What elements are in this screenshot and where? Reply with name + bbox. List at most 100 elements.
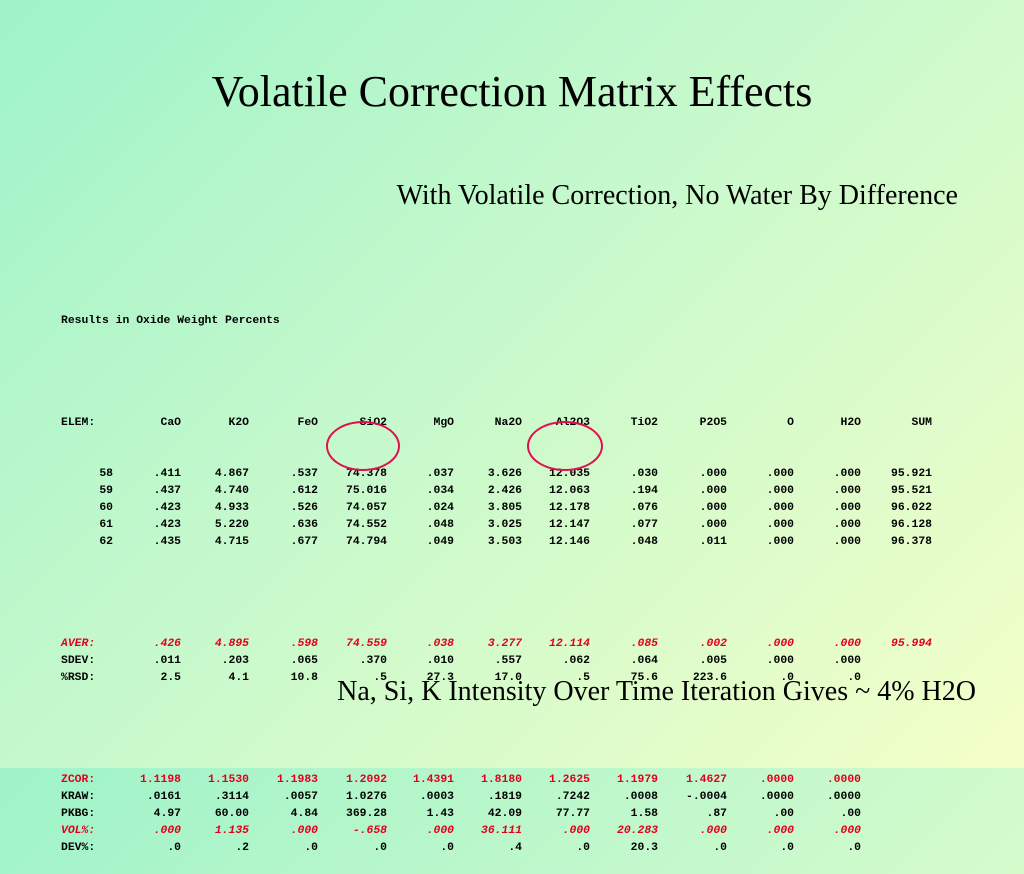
cell-k2o: 4.895 [214, 638, 249, 650]
cell-h2o: .0 [847, 842, 861, 854]
row-label: SDEV: [61, 655, 96, 667]
cell-feo: .000 [290, 825, 318, 837]
cell-o: .000 [766, 502, 794, 514]
cell-tio2: .048 [630, 536, 658, 548]
cell-na2o: 2.426 [487, 485, 522, 497]
cell-mgo: .034 [426, 485, 454, 497]
column-header-tio2: TiO2 [630, 417, 658, 429]
row-label: DEV%: [61, 842, 96, 854]
stat-row-sdev: SDEV: .011 .203 .065 .370 .010 .557 .062 .064 .00… [61, 653, 932, 670]
cell-k2o: 5.220 [214, 519, 249, 531]
cell-p2o5: .005 [699, 655, 727, 667]
cell-sio2: 74.794 [345, 536, 387, 548]
cell-al2o3: 12.035 [548, 468, 590, 480]
cell-na2o: .557 [494, 655, 522, 667]
row-label: ZCOR: [61, 774, 96, 786]
cell-p2o5: .000 [699, 825, 727, 837]
cell-h2o: .0000 [826, 774, 861, 786]
cell-cao: .0161 [146, 791, 181, 803]
cell-na2o: .4 [508, 842, 522, 854]
cell-na2o: 3.503 [487, 536, 522, 548]
cell-k2o: .3114 [214, 791, 249, 803]
cell-al2o3: .000 [562, 825, 590, 837]
factor-row-pkbg: PKBG: 4.97 60.00 4.84 369.28 1.43 42.09 77.77 1.… [61, 806, 932, 823]
cell-tio2: 1.1979 [616, 774, 658, 786]
cell-cao: .437 [153, 485, 181, 497]
cell-sum: 96.378 [890, 536, 932, 548]
column-header-mgo: MgO [433, 417, 454, 429]
factor-row-vol: VOL%: .000 1.135 .000 -.658 .000 36.111 .000 20.… [61, 823, 932, 840]
cell-cao: .011 [153, 655, 181, 667]
cell-cao: 4.97 [153, 808, 181, 820]
cell-sio2: .370 [359, 655, 387, 667]
cell-al2o3: .7242 [555, 791, 590, 803]
factor-row-zcor: ZCOR: 1.1198 1.1530 1.1983 1.2092 1.4391 1.818… [61, 772, 932, 789]
cell-p2o5: -.0004 [685, 791, 727, 803]
cell-tio2: .077 [630, 519, 658, 531]
cell-tio2: .030 [630, 468, 658, 480]
cell-al2o3: .062 [562, 655, 590, 667]
cell-sio2: 1.2092 [345, 774, 387, 786]
row-label: AVER: [61, 638, 96, 650]
cell-o: .0 [780, 842, 794, 854]
row-label: KRAW: [61, 791, 96, 803]
cell-sum: 95.521 [890, 485, 932, 497]
cell-h2o: .000 [833, 468, 861, 480]
cell-mgo: .038 [426, 638, 454, 650]
cell-k2o: 1.135 [214, 825, 249, 837]
cell-k2o: 4.867 [214, 468, 249, 480]
column-header-k2o: K2O [228, 417, 249, 429]
cell-al2o3: 12.178 [548, 502, 590, 514]
cell-sum: 95.994 [890, 638, 932, 650]
cell-sum [861, 823, 932, 840]
cell-sio2: 74.378 [345, 468, 387, 480]
factor-row-kraw: KRAW: .0161 .3114 .0057 1.0276 .0003 .1819 .724… [61, 789, 932, 806]
cell-na2o: 3.805 [487, 502, 522, 514]
cell-tio2: .0008 [623, 791, 658, 803]
row-label: PKBG: [61, 808, 96, 820]
cell-cao: 2.5 [160, 672, 181, 684]
cell-al2o3: 12.147 [548, 519, 590, 531]
cell-k2o: 1.1530 [207, 774, 249, 786]
cell-sio2: 74.552 [345, 519, 387, 531]
cell-al2o3: 12.146 [548, 536, 590, 548]
cell-na2o: .1819 [487, 791, 522, 803]
cell-o: .000 [766, 825, 794, 837]
sample-rows: 58 .411 4.867 .537 74.378 .037 3.626 12.035 .030… [61, 466, 932, 551]
cell-sum [861, 840, 932, 857]
cell-tio2: .085 [630, 638, 658, 650]
slide-footer: Na, Si, K Intensity Over Time Iteration … [337, 676, 976, 707]
cell-k2o: 4.740 [214, 485, 249, 497]
cell-al2o3: .5 [576, 672, 590, 684]
cell-sum [861, 772, 932, 789]
row-label: 58 [99, 468, 113, 480]
cell-o: .00 [773, 808, 794, 820]
cell-k2o: 4.715 [214, 536, 249, 548]
cell-h2o: .00 [840, 808, 861, 820]
cell-cao: .423 [153, 502, 181, 514]
cell-tio2: 20.283 [616, 825, 658, 837]
cell-feo: 10.8 [290, 672, 318, 684]
cell-feo: .065 [290, 655, 318, 667]
cell-o: .000 [766, 638, 794, 650]
cell-sum: 96.022 [890, 502, 932, 514]
cell-mgo: .048 [426, 519, 454, 531]
cell-tio2: 75.6 [630, 672, 658, 684]
cell-p2o5: .0 [713, 842, 727, 854]
header-label: ELEM: [61, 417, 96, 429]
sample-row: 59 .437 4.740 .612 75.016 .034 2.426 12.063 .194… [61, 483, 932, 500]
row-label: 59 [99, 485, 113, 497]
cell-h2o: .000 [833, 536, 861, 548]
row-label: VOL%: [61, 825, 96, 837]
cell-cao: .411 [153, 468, 181, 480]
cell-cao: .423 [153, 519, 181, 531]
cell-na2o: 1.8180 [480, 774, 522, 786]
cell-mgo: .049 [426, 536, 454, 548]
cell-p2o5: .000 [699, 485, 727, 497]
cell-p2o5: .87 [706, 808, 727, 820]
cell-p2o5: .011 [699, 536, 727, 548]
row-label: %RSD: [61, 672, 96, 684]
cell-sio2: .0 [373, 842, 387, 854]
cell-na2o: 3.277 [487, 638, 522, 650]
cell-h2o: .0 [847, 672, 861, 684]
